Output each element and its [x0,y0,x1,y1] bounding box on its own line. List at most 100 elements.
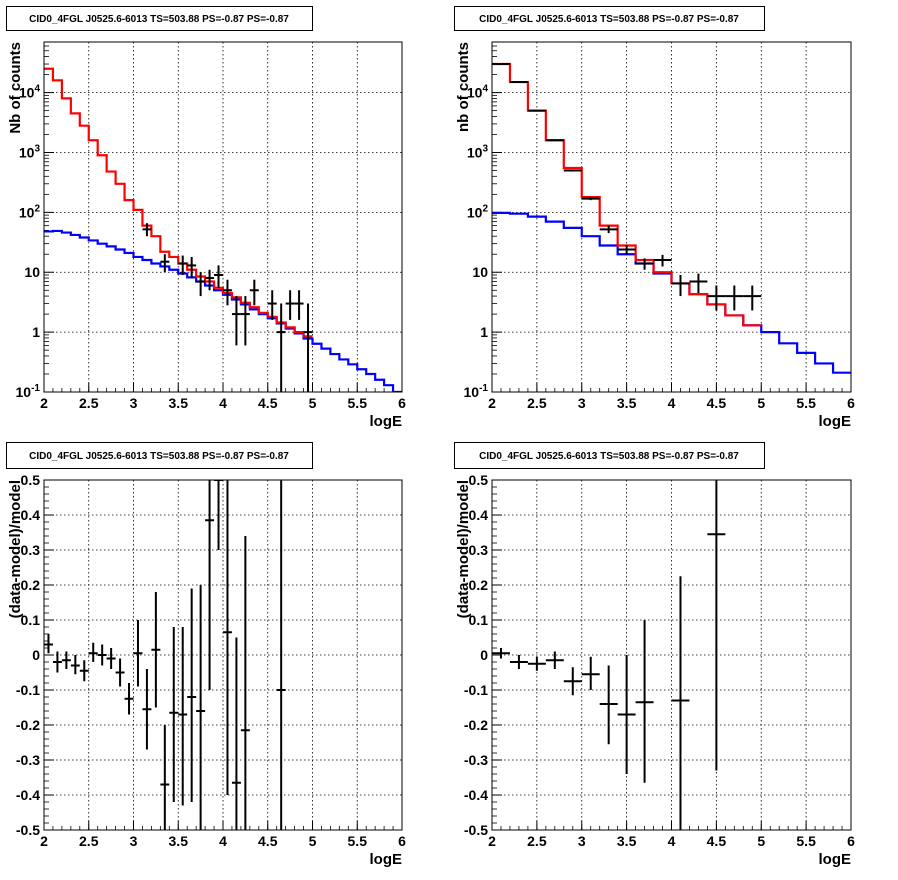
x-tick-label: 4.5 [707,395,727,411]
model-total-line [44,67,313,338]
y-tick-label: 103 [19,143,41,160]
x-tick-label: 4.5 [258,395,278,411]
x-axis-label: logE [819,851,852,868]
y-tick-label: 0.2 [469,577,489,593]
x-tick-label: 4 [219,833,227,849]
y-tick-label: -0.4 [16,787,40,803]
x-tick-label: 3.5 [169,395,189,411]
y-tick-label: 10 [24,264,40,280]
x-tick-label: 2.5 [79,833,99,849]
x-tick-label: 4 [219,395,227,411]
plot-frame [43,41,403,393]
y-axis-label: nb of counts [455,42,472,132]
x-tick-label: 5.5 [796,395,816,411]
x-tick-label: 2.5 [79,395,99,411]
x-tick-label: 2 [40,395,48,411]
x-tick-label: 4 [668,395,676,411]
y-tick-label: -0.4 [464,787,488,803]
chart-title: CID0_4FGL J0525.6-6013 TS=503.88 PS=-0.8… [29,451,289,462]
x-tick-label: 6 [847,833,855,849]
chart-panel-4: CID0_4FGL J0525.6-6013 TS=503.88 PS=-0.8… [454,442,855,868]
y-tick-label: -0.5 [464,822,488,838]
y-tick-label: 10 [472,264,488,280]
chart-title: CID0_4FGL J0525.6-6013 TS=503.88 PS=-0.8… [479,14,739,25]
x-axis-label: logE [370,413,403,430]
title-box [6,6,313,31]
y-tick-label: -0.3 [464,752,488,768]
y-tick-label: 0.4 [469,507,489,523]
y-tick-label: 0.3 [469,542,489,558]
x-tick-label: 2 [488,395,496,411]
x-axis-label: logE [370,851,403,868]
y-tick-label: 102 [19,203,41,220]
plot-frame [43,479,403,831]
x-tick-label: 5 [309,833,317,849]
x-tick-label: 2.5 [527,395,547,411]
y-tick-label: 0.3 [21,542,41,558]
y-tick-label: 0.1 [21,612,41,628]
x-tick-label: 3.5 [617,395,637,411]
x-tick-label: 4.5 [707,833,727,849]
x-tick-label: 5 [757,395,765,411]
x-tick-label: 2 [40,833,48,849]
y-tick-label: 102 [467,203,489,220]
chart-panel-2: CID0_4FGL J0525.6-6013 TS=503.88 PS=-0.8… [454,6,855,430]
y-tick-label: 0.1 [469,612,489,628]
chart-title: CID0_4FGL J0525.6-6013 TS=503.88 PS=-0.8… [479,451,739,462]
x-tick-label: 5.5 [796,833,816,849]
x-tick-label: 3.5 [169,833,189,849]
y-axis-label: Nb of counts [7,42,24,134]
x-tick-label: 3 [578,833,586,849]
x-tick-label: 5 [309,395,317,411]
y-tick-label: 104 [467,84,489,101]
y-axis-label: (data-model)/model [7,480,24,618]
x-tick-label: 3 [130,833,138,849]
x-tick-label: 2.5 [527,833,547,849]
y-axis-label: (data-model)/model [455,480,472,618]
model-background-line [492,211,851,374]
y-tick-label: -0.1 [16,682,40,698]
y-tick-label: -0.3 [16,752,40,768]
y-tick-label: 0 [32,647,40,663]
x-tick-label: 4 [668,833,676,849]
chart-title: CID0_4FGL J0525.6-6013 TS=503.88 PS=-0.8… [29,14,289,25]
y-tick-label: 0.5 [21,472,41,488]
data-layer [44,480,286,830]
x-tick-label: 2 [488,833,496,849]
y-tick-label: 1 [32,324,40,340]
x-tick-label: 6 [398,833,406,849]
x-tick-label: 3.5 [617,833,637,849]
data-layer [492,480,726,830]
chart-panel-3: CID0_4FGL J0525.6-6013 TS=503.88 PS=-0.8… [6,442,406,868]
y-tick-label: 1 [480,324,488,340]
y-tick-label: 104 [19,84,41,101]
plot-frame [491,479,852,831]
data-layer [492,62,851,374]
y-tick-label: -0.2 [464,717,488,733]
x-tick-label: 6 [847,395,855,411]
plot-frame [491,41,852,393]
y-tick-label: -0.2 [16,717,40,733]
x-tick-label: 3 [130,395,138,411]
y-tick-label: -0.5 [16,822,40,838]
x-tick-label: 5 [757,833,765,849]
y-tick-label: 103 [467,143,489,160]
y-tick-label: 0 [480,647,488,663]
title-box [454,6,765,31]
y-tick-label: -0.1 [464,682,488,698]
data-layer [44,67,402,392]
y-tick-label: 0.4 [21,507,41,523]
y-tick-label: 0.2 [21,577,41,593]
x-tick-label: 5.5 [348,833,368,849]
y-tick-label: 10-1 [464,383,489,400]
x-tick-label: 6 [398,395,406,411]
x-tick-label: 3 [578,395,586,411]
y-tick-label: 0.5 [469,472,489,488]
y-tick-label: 10-1 [16,383,41,400]
chart-panel-1: CID0_4FGL J0525.6-6013 TS=503.88 PS=-0.8… [6,6,406,430]
title-box [6,442,313,469]
title-box [454,442,765,469]
x-axis-label: logE [819,413,852,430]
